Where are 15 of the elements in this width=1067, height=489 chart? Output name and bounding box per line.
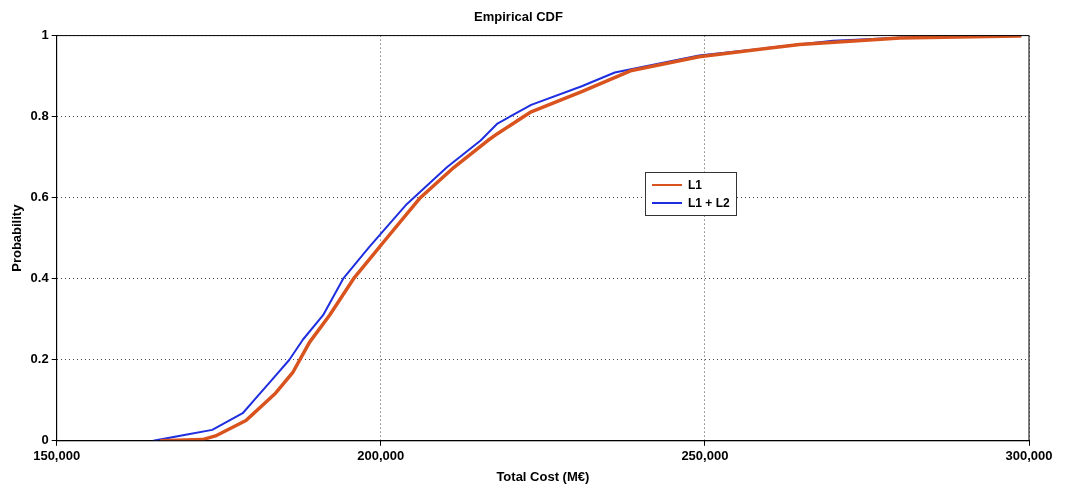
legend-label: L1 xyxy=(688,178,703,192)
y-tick-label: 0.4 xyxy=(30,270,50,286)
y-tick-label: 0 xyxy=(41,432,49,448)
x-tick-label: 150,000 xyxy=(33,448,81,464)
x-axis-title: Total Cost (M€) xyxy=(496,468,590,484)
y-tick-label: 1 xyxy=(41,27,49,43)
x-tick-label: 300,000 xyxy=(1005,448,1053,464)
x-tick-label: 200,000 xyxy=(357,448,405,464)
y-axis-title: Probability xyxy=(9,203,25,272)
y-tick-label: 0.8 xyxy=(30,108,49,124)
legend-label: L1 + L2 xyxy=(688,196,730,210)
y-tick-label: 0.6 xyxy=(30,189,49,205)
chart-title: Empirical CDF xyxy=(474,9,563,25)
x-tick-label: 250,000 xyxy=(681,448,729,464)
y-tick-label: 0.2 xyxy=(30,351,49,367)
